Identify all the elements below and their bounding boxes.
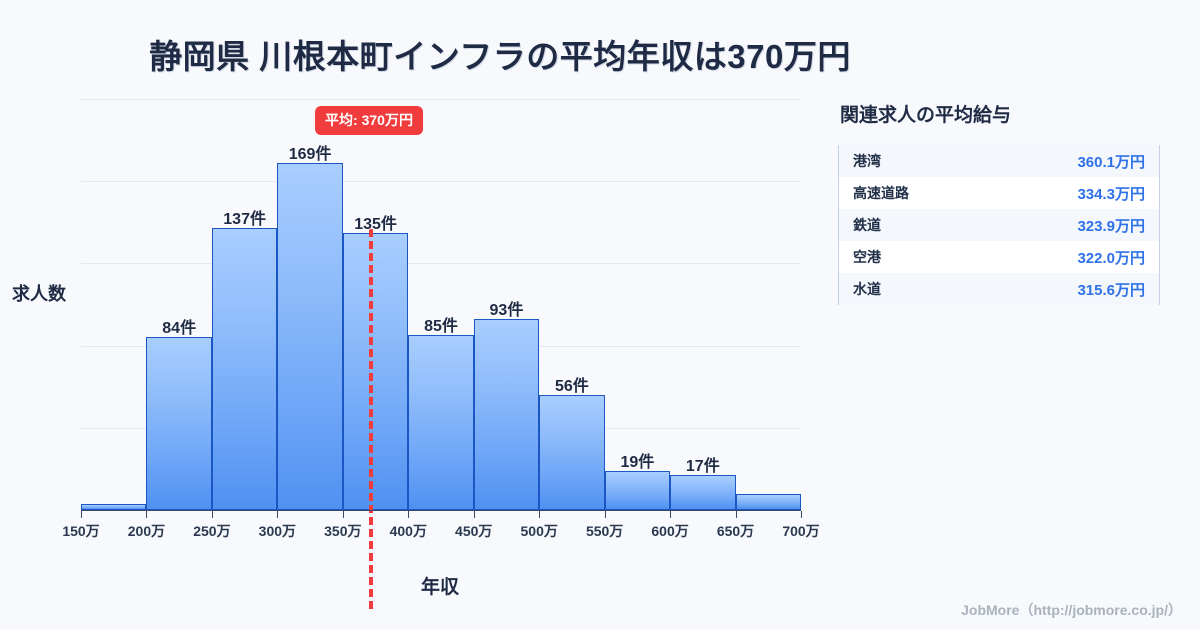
bar (408, 335, 474, 510)
x-axis-tick (670, 511, 672, 518)
average-badge: 平均: 370万円 (315, 106, 423, 135)
bar-value-label: 137件 (223, 211, 266, 229)
salary-value: 323.9万円 (1077, 217, 1145, 235)
bar-value-label: 135件 (354, 215, 397, 233)
x-axis-tick (342, 511, 344, 518)
y-axis-title: 求人数 (12, 284, 66, 304)
x-axis-tick (801, 511, 802, 518)
salary-category-label: 鉄道 (853, 217, 881, 233)
table-row: 港湾 360.1万円 (839, 145, 1159, 177)
bar-value-label: 19件 (620, 453, 655, 471)
bar (81, 503, 147, 510)
salary-value: 322.0万円 (1077, 249, 1145, 267)
bar (342, 232, 409, 510)
bar-value-label: 85件 (424, 318, 458, 336)
x-axis-tick (211, 511, 213, 518)
x-axis-tick (408, 511, 410, 518)
bar-value-label: 93件 (489, 301, 524, 319)
table-row: 鉄道 323.9万円 (839, 209, 1159, 241)
x-axis-tick-label: 550万 (585, 523, 624, 539)
related-salary-table: 港湾 360.1万円高速道路 334.3万円鉄道 323.9万円空港 322.0万円水道… (838, 145, 1160, 305)
x-axis-title: 年収 (420, 577, 459, 598)
salary-value: 334.3万円 (1077, 185, 1145, 203)
bar (735, 493, 801, 510)
bar-value-label: 17件 (685, 458, 720, 476)
gridline (81, 99, 801, 100)
related-salary-title: 関連求人の平均給与 (840, 105, 1012, 126)
x-axis-tick (539, 511, 541, 518)
x-axis-tick (604, 511, 606, 518)
related-salary-panel: 関連求人の平均給与 港湾 360.1万円高速道路 334.3万円鉄道 323.9万円空… (838, 100, 1162, 305)
x-axis-tick (735, 511, 737, 518)
x-axis-tick-label: 450万 (455, 523, 493, 539)
x-axis-tick (81, 511, 82, 518)
table-row: 高速道路 334.3万円 (839, 177, 1159, 209)
x-axis-tick-label: 200万 (127, 523, 166, 539)
x-axis-baseline (81, 510, 801, 511)
footer-credit: JobMore（http://jobmore.co.jp/） (961, 602, 1182, 618)
x-axis-tick (473, 511, 475, 518)
salary-category-label: 空港 (853, 249, 881, 265)
bar-value-label: 84件 (162, 320, 197, 338)
gridline (81, 181, 801, 183)
bar (473, 318, 540, 510)
bar (604, 470, 671, 510)
x-axis-tick-label: 150万 (62, 523, 100, 539)
x-axis-tick-label: 700万 (782, 523, 820, 539)
gridline (81, 263, 801, 265)
x-axis-tick (146, 511, 148, 518)
salary-category-label: 水道 (853, 281, 881, 297)
histogram-chart: 84件 137件 169件 135件 85件 93件 56件 19件 17件 150万 200万 2… (12, 99, 820, 609)
bar (211, 228, 278, 510)
x-axis-tick-label: 350万 (324, 523, 362, 539)
bar-value-label: 169件 (288, 145, 332, 163)
x-axis-tick-label: 250万 (193, 523, 231, 539)
x-axis-tick-label: 600万 (651, 523, 689, 539)
plot-area (81, 99, 801, 609)
salary-value: 360.1万円 (1077, 153, 1145, 171)
table-row: 水道 315.6万円 (839, 273, 1159, 305)
bar (670, 475, 736, 510)
bar (277, 162, 343, 510)
average-line (369, 229, 373, 609)
bar (146, 337, 212, 510)
salary-category-label: 港湾 (853, 153, 881, 169)
salary-value: 315.6万円 (1077, 281, 1145, 299)
x-axis-tick (277, 511, 279, 518)
salary-category-label: 高速道路 (853, 185, 909, 201)
bar-value-label: 56件 (554, 377, 589, 395)
x-axis-tick-label: 300万 (258, 523, 297, 539)
bar (539, 394, 605, 510)
table-row: 空港 322.0万円 (839, 241, 1159, 273)
page-title: 静岡県 川根本町インフラの平均年収は370万円 (149, 38, 851, 75)
x-axis-tick-label: 500万 (520, 523, 558, 539)
x-axis-tick-label: 400万 (389, 523, 427, 539)
x-axis-tick-label: 650万 (716, 523, 755, 539)
